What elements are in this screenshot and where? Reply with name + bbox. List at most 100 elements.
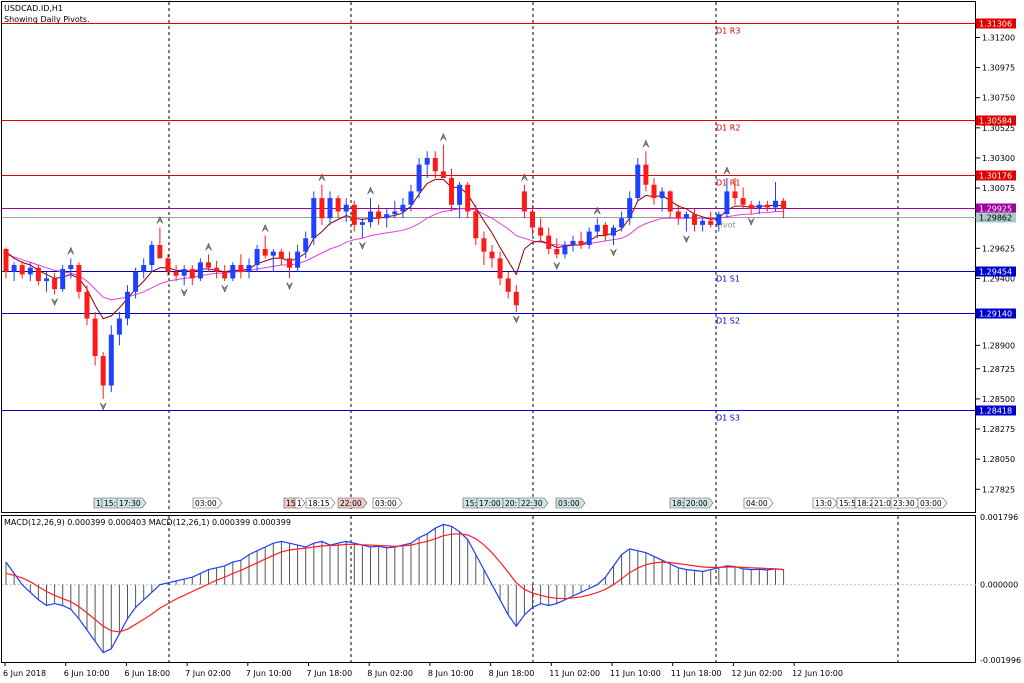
price-tag-value: 1.29862 (979, 214, 1012, 223)
time-markers: 1 15: 17:30 03:00 15:1 18:15 22:00 03:00 15: 17:0… (93, 497, 948, 509)
price-tick-label: 1.28725 (982, 365, 1015, 374)
candle-body (416, 164, 422, 192)
time-tick-label: 8 Jun 02:00 (367, 669, 413, 678)
candle-body (68, 265, 74, 270)
time-tick-label: 12 Jun 10:00 (792, 669, 843, 678)
candle-body (52, 278, 58, 290)
candle-body (424, 157, 430, 165)
price-tag (976, 170, 1016, 181)
time-tick-label: 12 Jun 02:00 (731, 669, 782, 678)
candle-body (116, 318, 122, 335)
price-tag-value: 1.29454 (979, 268, 1012, 277)
time-marker-box (917, 497, 948, 509)
candle-body (530, 211, 535, 228)
fractal-up-arrow (723, 166, 731, 175)
candle-body (546, 235, 552, 249)
candle-body (481, 238, 487, 252)
candle-body (432, 157, 438, 172)
time-marker-label: 17:30 (119, 499, 141, 508)
candle-body (513, 291, 519, 306)
time-tick-label: 11 Jun 02:00 (549, 669, 600, 678)
candle-body (586, 231, 592, 245)
fractal-up-arrow (440, 132, 447, 141)
fractal-up-arrow (67, 246, 75, 255)
candle-body (287, 258, 292, 268)
fractal-down-arrow (180, 288, 188, 297)
price-tick-label: 1.30975 (982, 64, 1015, 73)
candle-body (562, 244, 568, 255)
time-marker-label: 04:00 (746, 499, 768, 508)
candle-body (748, 204, 754, 209)
macd-signal-line (5, 533, 784, 633)
candle-body (611, 227, 616, 236)
time-marker-label: 03:00 (558, 499, 580, 508)
candlesticks (3, 144, 787, 399)
candle-body (570, 240, 576, 245)
fractal-down-arrow (513, 315, 520, 324)
candle-body (756, 204, 762, 209)
candle-body (303, 238, 309, 252)
candle-body (449, 178, 454, 205)
candle-body (489, 251, 495, 259)
fractal-up-arrow (261, 223, 269, 232)
time-marker: 03:00 (917, 497, 948, 509)
candle-body (133, 271, 139, 292)
time-marker-label: 18:15 (308, 499, 330, 508)
candle-body (181, 269, 187, 276)
time-marker: 22:00 (337, 497, 368, 509)
time-marker-label: 22:30 (521, 499, 543, 508)
price-tag-value: 1.28418 (979, 407, 1012, 416)
candle-body (392, 211, 398, 215)
time-marker: 22:30 (518, 497, 549, 509)
candle-body (173, 271, 179, 276)
candle-body (384, 214, 390, 219)
candle-body (149, 244, 155, 266)
price-tick-label: 1.30750 (982, 94, 1015, 103)
candle-body (270, 251, 276, 256)
time-tick-label: 7 Jun 02:00 (185, 669, 231, 678)
candle-body (214, 267, 220, 272)
pivot-label: D1 S1 (716, 275, 740, 284)
candle-body (157, 244, 163, 259)
price-tick-label: 1.30075 (982, 184, 1015, 193)
time-axis: 6 Jun 2018 6 Jun 10:00 6 Jun 18:00 7 Jun 02… (3, 662, 843, 678)
price-tag-value: 1.29925 (979, 205, 1012, 214)
time-marker: 18:15 (305, 497, 336, 509)
time-marker-label: 15: (465, 499, 477, 508)
macd-tick-label: 0.000000 (980, 581, 1018, 590)
price-tag-value: 1.29140 (979, 310, 1012, 319)
candle-body (343, 204, 349, 212)
time-marker-box (555, 497, 586, 509)
price-tick-label: 1.31200 (982, 33, 1015, 42)
price-tag (976, 115, 1016, 126)
candle-body (465, 184, 471, 212)
macd-indicator (2, 523, 976, 654)
candle-body (278, 251, 284, 259)
pivot-label: D1 R1 (716, 179, 740, 188)
macd-panel-frame (1, 515, 976, 663)
pivot-levels: D1 R3 D1 R2 D1 R1 Pivot D1 S1 D1 S2 D1 S3 (2, 23, 976, 423)
candle-body (27, 267, 33, 275)
time-marker: 17:30 (116, 497, 147, 509)
macd-axis: 0.001796 0.000000 -0.001996 (980, 513, 1021, 665)
time-marker: 1 (294, 497, 306, 509)
candle-body (35, 267, 41, 282)
price-panel-frame (1, 1, 976, 513)
time-marker-box (683, 497, 714, 509)
time-marker-label: 21:0 (874, 499, 891, 508)
candle-body (521, 191, 527, 212)
candle-body (197, 262, 203, 279)
candle-body (335, 198, 341, 212)
time-tick-label: 11 Jun 10:00 (610, 669, 661, 678)
candle-body (659, 191, 665, 199)
candle-body (368, 211, 373, 223)
candle-body (84, 291, 90, 319)
candle-body (538, 227, 544, 236)
candle-body (3, 248, 9, 272)
candle-body (619, 218, 625, 228)
price-tag (976, 405, 1016, 416)
pivot-label: D1 S2 (716, 317, 740, 326)
candle-body (740, 198, 746, 205)
symbol-label: USDCAD.ID,H1 (4, 4, 63, 13)
